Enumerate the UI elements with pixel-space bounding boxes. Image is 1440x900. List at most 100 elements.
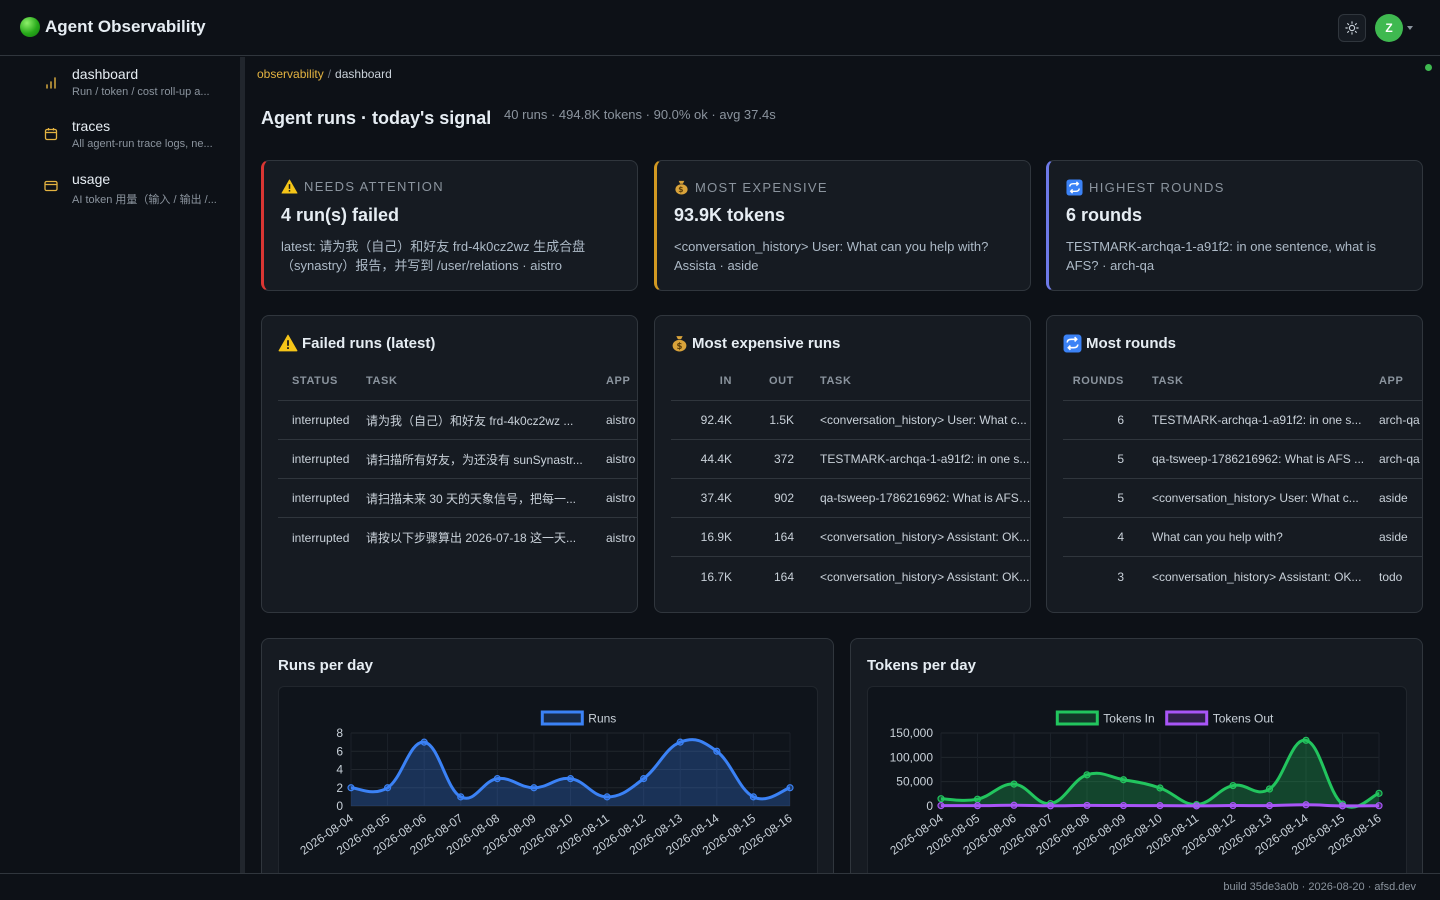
table-row[interactable]: 4 What can you help with? aside (1063, 518, 1422, 557)
task-cell: <conversation_history> Assistant: OK... (820, 530, 1030, 544)
data-point (1156, 784, 1164, 792)
table-row[interactable]: interrupted 请按以下步骤算出 2026-07-18 这一天... a… (278, 518, 637, 557)
legend-label: Tokens In (1103, 712, 1154, 726)
task-cell: What can you help with? (1152, 530, 1283, 544)
signal-value: 93.9K tokens (674, 205, 786, 225)
data-point (347, 784, 355, 792)
data-point (640, 775, 648, 783)
signal-detail: TESTMARK-archqa-1-a91f2: in one sentence… (1066, 239, 1376, 273)
table-row[interactable]: 6 TESTMARK-archqa-1-a91f2: in one s... a… (1063, 401, 1422, 440)
table-row[interactable]: 5 <conversation_history> User: What c...… (1063, 479, 1422, 518)
column-header[interactable]: APP (1379, 375, 1404, 387)
table-row[interactable]: 16.7K 164 <conversation_history> Assista… (671, 557, 1030, 596)
user-menu[interactable]: Z (1375, 14, 1413, 42)
status-cell: interrupted (292, 452, 350, 466)
tokens-in-cell: 92.4K (700, 413, 732, 427)
sidebar-item-dashboard[interactable]: dashboard Run / token / cost roll-up a..… (44, 65, 234, 98)
table-row[interactable]: 5 qa-tsweep-1786216962: What is AFS ... … (1063, 440, 1422, 479)
y-tick-label: 8 (336, 726, 343, 740)
tokens-out-cell: 164 (773, 530, 794, 544)
avatar[interactable]: Z (1375, 14, 1403, 42)
table-row[interactable]: 37.4K 902 qa-tsweep-1786216962: What is … (671, 479, 1030, 518)
sidebar-item-usage[interactable]: usage AI token 用量（输入 / 输出 /... (44, 170, 234, 207)
breadcrumb-current: dashboard (335, 67, 392, 81)
y-tick-label: 6 (336, 744, 343, 758)
tokens-out-cell: 372 (773, 452, 794, 466)
table-row[interactable]: interrupted 请扫描所有好友，为还没有 sunSynastr... a… (278, 440, 637, 479)
tokens-per-day-card: Tokens per day 150,000 100,000 50,000 0 2026… (850, 638, 1423, 888)
data-point (1192, 802, 1201, 810)
table-row[interactable]: 92.4K 1.5K <conversation_history> User: … (671, 401, 1030, 440)
signal-card-attention: NEEDS ATTENTION 4 run(s) failed latest: … (261, 160, 638, 291)
bar-chart-icon (46, 77, 56, 89)
signal-label: MOST EXPENSIVE (695, 179, 828, 195)
sidebar: dashboard Run / token / cost roll-up a..… (0, 57, 240, 873)
data-point (1119, 801, 1128, 810)
app-cell: arch-qa (1379, 452, 1420, 466)
y-tick-label: 50,000 (896, 775, 933, 789)
y-tick-label: 2 (336, 781, 343, 795)
app-cell: aistro (606, 530, 636, 545)
data-point (420, 738, 428, 746)
signal-detail: latest: 请为我（自己）和好友 frd-4k0cz2wz 生成合盘（syn… (281, 239, 586, 273)
signal-card-expensive: $ MOST EXPENSIVE 93.9K tokens <conversat… (654, 160, 1031, 291)
column-header[interactable]: TASK (820, 375, 852, 387)
table-row[interactable]: 16.9K 164 <conversation_history> Assista… (671, 518, 1030, 557)
data-point (1302, 736, 1310, 744)
svg-text:$: $ (678, 185, 684, 194)
column-header[interactable]: OUT (768, 375, 794, 387)
data-point (786, 784, 794, 792)
most-rounds-table: ROUNDS TASK APP 6 TESTMARK-archqa-1-a91f… (1063, 362, 1422, 596)
failed-runs-table: STATUS TASK APP interrupted 请为我（自己）和好友 f… (278, 362, 637, 557)
tokens-in-cell: 16.9K (700, 530, 732, 544)
rounds-cell: 3 (1117, 569, 1124, 584)
data-point (1338, 802, 1347, 810)
sidebar-item-traces[interactable]: traces All agent-run trace logs, ne... (44, 117, 234, 150)
table-row[interactable]: interrupted 请扫描未来 30 天的天象信号，把每一... aistr… (278, 479, 637, 518)
table-header: STATUS TASK APP (278, 362, 637, 401)
column-header[interactable]: STATUS (292, 375, 338, 387)
connection-status-dot (1425, 64, 1432, 71)
warning-icon (278, 334, 298, 352)
column-header[interactable]: TASK (366, 375, 398, 387)
page-title: Agent runs · today's signal (261, 108, 492, 128)
sidebar-resize-handle[interactable] (240, 57, 245, 873)
chevron-down-icon (1407, 26, 1413, 30)
expensive-runs-card: $ Most expensive runs IN OUT TASK 92.4K … (654, 315, 1031, 613)
brand[interactable]: Agent Observability (20, 17, 206, 37)
data-point (603, 793, 611, 801)
app-cell: aside (1379, 491, 1408, 505)
legend-label: Runs (588, 712, 616, 726)
app-cell: aistro (606, 413, 636, 427)
theme-toggle-button[interactable] (1338, 14, 1366, 42)
data-point (937, 802, 945, 810)
column-header[interactable]: IN (719, 375, 732, 387)
table-row[interactable]: 3 <conversation_history> Assistant: OK..… (1063, 557, 1422, 596)
warning-icon (281, 179, 298, 194)
table-row[interactable]: 44.4K 372 TESTMARK-archqa-1-a91f2: in on… (671, 440, 1030, 479)
column-header[interactable]: ROUNDS (1072, 375, 1124, 387)
breadcrumb-link[interactable]: observability (257, 67, 324, 81)
data-point (1375, 789, 1383, 797)
money-bag-icon: $ (672, 336, 687, 352)
sidebar-item-label: dashboard (72, 66, 139, 82)
page-summary: 40 runs · 494.8K tokens · 90.0% ok · avg… (504, 107, 776, 122)
app-title: Agent Observability (45, 17, 206, 36)
breadcrumb-separator: / (327, 67, 332, 81)
column-header[interactable]: APP (606, 375, 631, 387)
failed-runs-card: Failed runs (latest) STATUS TASK APP int… (261, 315, 638, 613)
task-cell: 请扫描所有好友，为还没有 sunSynastr... (366, 452, 583, 467)
main-content: observability / dashboard Agent runs · t… (245, 57, 1440, 888)
series-area (351, 739, 790, 806)
data-point (1265, 785, 1274, 793)
data-point (1046, 802, 1055, 810)
y-tick-label: 0 (926, 799, 933, 813)
series-line (940, 803, 1380, 808)
rounds-cell: 4 (1117, 530, 1124, 544)
table-row[interactable]: interrupted 请为我（自己）和好友 frd-4k0cz2wz ... … (278, 401, 637, 440)
build-info: build 35de3a0b · 2026-08-20 · afsd.dev (1223, 881, 1416, 893)
data-point (937, 795, 945, 803)
most-rounds-card: Most rounds ROUNDS TASK APP 6 TESTMARK-a… (1046, 315, 1423, 613)
column-header[interactable]: TASK (1152, 375, 1184, 387)
rounds-cell: 6 (1117, 413, 1124, 427)
